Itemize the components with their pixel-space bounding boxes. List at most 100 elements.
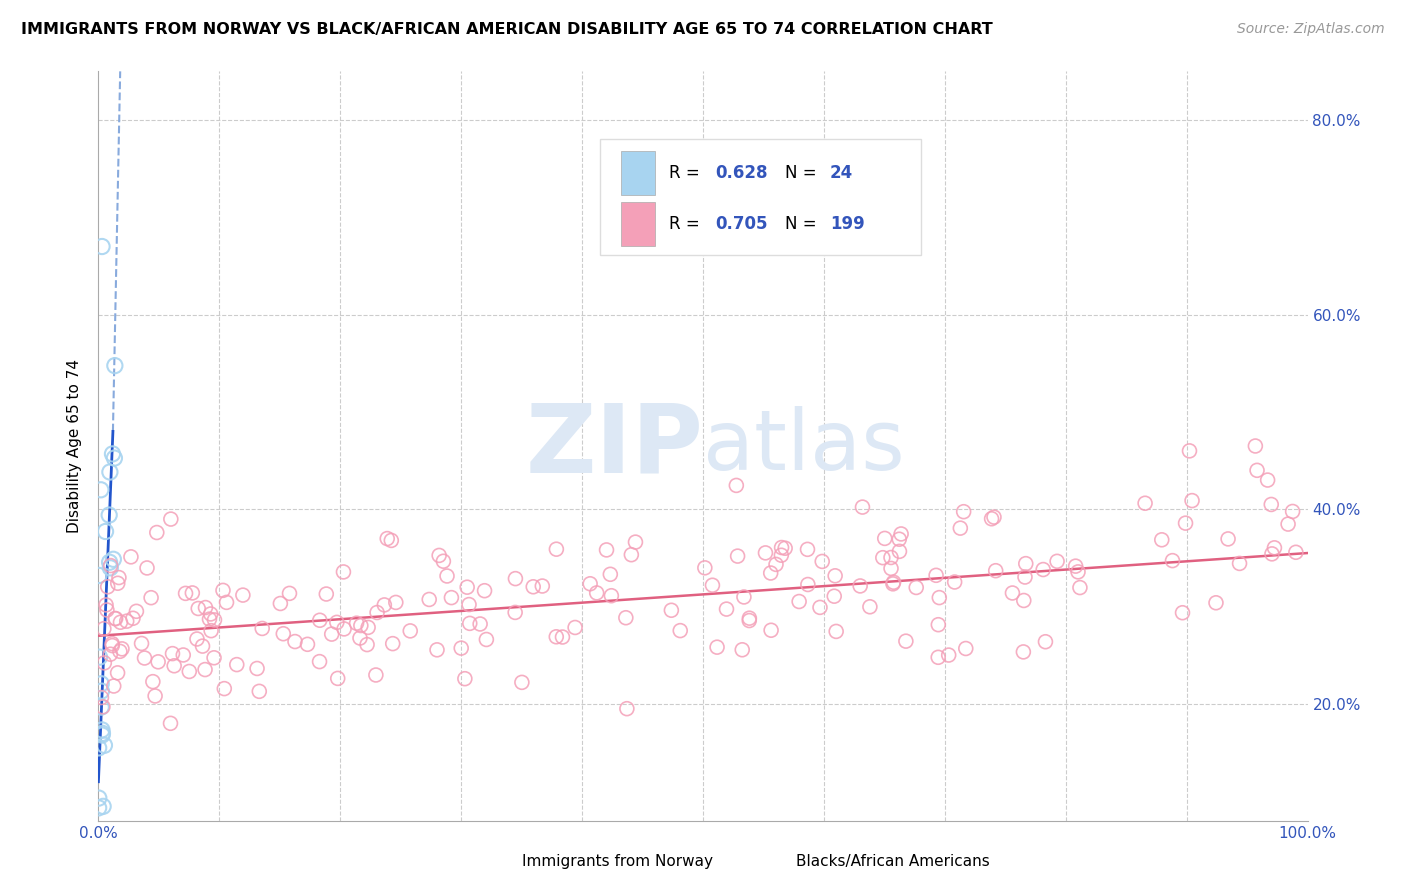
Point [1246, 463, 1268, 477]
FancyBboxPatch shape [621, 152, 655, 194]
Point [725, 478, 748, 492]
Point [952, 505, 974, 519]
Point [200, 607, 222, 621]
Point [333, 622, 356, 636]
Point [873, 532, 896, 546]
Point [90, 690, 112, 705]
Point [984, 564, 1007, 578]
Point [101, 639, 124, 653]
Point [546, 630, 568, 644]
Point [110, 615, 132, 630]
Text: 0.628: 0.628 [716, 164, 768, 182]
Point [91, 728, 114, 742]
Point [1012, 645, 1035, 659]
Point [98, 465, 121, 479]
Point [624, 535, 647, 549]
Text: R =: R = [669, 164, 706, 182]
Point [796, 542, 818, 557]
Point [315, 587, 337, 601]
Point [600, 589, 623, 603]
Point [373, 598, 395, 612]
Point [980, 512, 1002, 526]
Point [949, 521, 972, 535]
Point [599, 567, 621, 582]
Text: atlas: atlas [703, 406, 904, 486]
Point [522, 580, 544, 594]
Point [194, 663, 217, 677]
Point [139, 591, 162, 605]
Point [131, 636, 153, 650]
Text: Immigrants from Norway: Immigrants from Norway [522, 855, 713, 870]
Point [880, 561, 903, 575]
Point [1260, 498, 1282, 512]
Point [103, 451, 125, 466]
Point [278, 586, 301, 600]
Point [454, 672, 477, 686]
Point [418, 592, 440, 607]
Point [475, 632, 498, 647]
Point [1032, 562, 1054, 576]
Text: Blacks/African Americans: Blacks/African Americans [796, 855, 990, 870]
Point [91, 699, 114, 714]
Point [1277, 517, 1299, 532]
Point [503, 606, 526, 620]
Point [872, 550, 894, 565]
Point [87, 568, 110, 582]
Point [108, 644, 131, 658]
Point [1261, 547, 1284, 561]
Point [738, 614, 761, 628]
Point [927, 650, 949, 665]
Point [1035, 634, 1057, 648]
Point [366, 606, 388, 620]
Point [115, 614, 138, 628]
Text: N =: N = [785, 215, 823, 233]
Point [103, 552, 125, 566]
Point [179, 665, 201, 679]
Point [759, 566, 782, 580]
Point [693, 561, 716, 575]
Point [232, 588, 254, 602]
Point [98, 508, 121, 522]
Point [436, 569, 458, 583]
FancyBboxPatch shape [621, 202, 655, 246]
Point [427, 549, 450, 563]
Point [87, 740, 110, 755]
Point [194, 600, 217, 615]
Point [733, 590, 755, 604]
Point [326, 615, 349, 630]
Point [1014, 570, 1036, 584]
Point [1285, 545, 1308, 559]
Point [162, 647, 184, 661]
Point [122, 611, 145, 625]
Point [440, 591, 463, 605]
Point [620, 548, 643, 562]
Point [808, 600, 831, 615]
Point [308, 655, 330, 669]
Point [1067, 565, 1090, 579]
Point [661, 603, 683, 617]
Point [859, 599, 882, 614]
Point [773, 541, 796, 556]
Point [181, 586, 204, 600]
Point [1133, 496, 1156, 510]
Point [943, 574, 966, 589]
Point [191, 639, 214, 653]
Point [880, 550, 903, 565]
Point [1281, 504, 1303, 518]
Point [91, 799, 114, 814]
Point [107, 576, 129, 591]
Point [823, 589, 845, 603]
Point [579, 576, 602, 591]
Point [143, 689, 166, 703]
Point [159, 716, 181, 731]
Point [146, 655, 169, 669]
Point [797, 577, 820, 591]
Point [93, 656, 115, 670]
Point [927, 617, 949, 632]
Point [142, 674, 165, 689]
Point [93, 739, 115, 753]
Point [505, 572, 527, 586]
Point [432, 554, 454, 568]
Point [250, 622, 273, 636]
Point [614, 611, 637, 625]
